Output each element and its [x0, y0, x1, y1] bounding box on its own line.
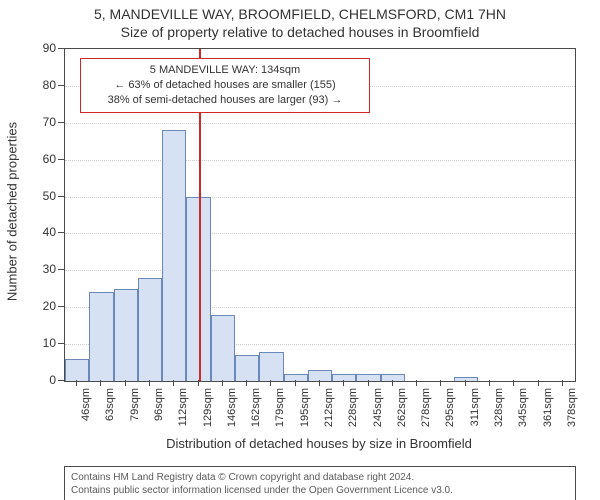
y-tick [58, 380, 64, 381]
x-tick [343, 380, 344, 386]
x-tick-label: 146sqm [226, 388, 238, 438]
x-tick-label: 162sqm [250, 388, 262, 438]
chart-container: 5, MANDEVILLE WAY, BROOMFIELD, CHELMSFOR… [0, 0, 600, 500]
x-tick [416, 380, 417, 386]
title-line-2: Size of property relative to detached ho… [0, 24, 600, 40]
x-tick [465, 380, 466, 386]
x-tick [149, 380, 150, 386]
histogram-bar [114, 289, 138, 381]
annotation-line-2: ← 63% of detached houses are smaller (15… [89, 78, 361, 93]
histogram-bar [381, 374, 405, 381]
x-tick-label: 79sqm [129, 388, 141, 438]
x-tick [76, 380, 77, 386]
histogram-bar [211, 315, 235, 381]
y-tick [58, 196, 64, 197]
x-tick-label: 311sqm [469, 388, 481, 438]
histogram-bar [89, 292, 113, 381]
x-tick-label: 96sqm [153, 388, 165, 438]
x-tick-label: 345sqm [517, 388, 529, 438]
y-tick-label: 90 [34, 41, 56, 55]
x-tick-label: 195sqm [299, 388, 311, 438]
title-block: 5, MANDEVILLE WAY, BROOMFIELD, CHELMSFOR… [0, 6, 600, 40]
x-tick-label: 295sqm [444, 388, 456, 438]
x-tick-label: 46sqm [80, 388, 92, 438]
x-tick [100, 380, 101, 386]
gridline [65, 233, 575, 234]
x-tick-label: 63sqm [104, 388, 116, 438]
y-tick-label: 30 [34, 262, 56, 276]
x-tick-label: 328sqm [493, 388, 505, 438]
y-tick-label: 20 [34, 299, 56, 313]
x-tick [222, 380, 223, 386]
histogram-bar [259, 352, 283, 382]
histogram-bar [235, 355, 259, 381]
x-tick [562, 380, 563, 386]
histogram-bar [332, 374, 356, 381]
x-tick-label: 212sqm [323, 388, 335, 438]
annotation-box: 5 MANDEVILLE WAY: 134sqm ← 63% of detach… [80, 58, 370, 113]
x-tick [173, 380, 174, 386]
x-tick [295, 380, 296, 386]
histogram-bar [65, 359, 89, 381]
footer-line-1: Contains HM Land Registry data © Crown c… [71, 471, 569, 484]
histogram-bar [138, 278, 162, 381]
y-tick [58, 122, 64, 123]
x-tick-label: 179sqm [274, 388, 286, 438]
x-tick-label: 278sqm [420, 388, 432, 438]
gridline [65, 197, 575, 198]
footer-box: Contains HM Land Registry data © Crown c… [64, 466, 576, 500]
x-tick [440, 380, 441, 386]
y-tick-label: 80 [34, 78, 56, 92]
x-tick [368, 380, 369, 386]
x-tick [513, 380, 514, 386]
y-axis-label: Number of detached properties [5, 112, 20, 312]
x-tick [319, 380, 320, 386]
histogram-bar [454, 377, 478, 381]
y-tick [58, 159, 64, 160]
gridline [65, 123, 575, 124]
x-tick-label: 112sqm [177, 388, 189, 438]
x-tick [198, 380, 199, 386]
x-tick-label: 245sqm [372, 388, 384, 438]
histogram-bar [162, 130, 186, 381]
y-tick [58, 85, 64, 86]
y-tick [58, 48, 64, 49]
x-tick-label: 262sqm [396, 388, 408, 438]
y-tick [58, 232, 64, 233]
x-tick-label: 228sqm [347, 388, 359, 438]
x-tick-label: 361sqm [542, 388, 554, 438]
x-tick [538, 380, 539, 386]
histogram-bar [284, 374, 308, 381]
footer-line-2: Contains public sector information licen… [71, 484, 569, 497]
y-tick-label: 0 [34, 373, 56, 387]
histogram-bar [356, 374, 380, 381]
gridline [65, 270, 575, 271]
title-line-1: 5, MANDEVILLE WAY, BROOMFIELD, CHELMSFOR… [0, 6, 600, 22]
x-tick [489, 380, 490, 386]
annotation-line-3: 38% of semi-detached houses are larger (… [89, 93, 361, 108]
x-tick [270, 380, 271, 386]
x-tick-label: 378sqm [566, 388, 578, 438]
y-tick-label: 50 [34, 189, 56, 203]
y-tick-label: 60 [34, 152, 56, 166]
x-tick-label: 129sqm [202, 388, 214, 438]
y-tick [58, 306, 64, 307]
y-tick-label: 70 [34, 115, 56, 129]
gridline [65, 160, 575, 161]
y-tick [58, 269, 64, 270]
x-axis-label: Distribution of detached houses by size … [64, 436, 574, 451]
x-tick [125, 380, 126, 386]
x-tick [246, 380, 247, 386]
annotation-line-1: 5 MANDEVILLE WAY: 134sqm [89, 63, 361, 78]
y-tick [58, 343, 64, 344]
y-tick-label: 10 [34, 336, 56, 350]
x-tick [392, 380, 393, 386]
y-tick-label: 40 [34, 225, 56, 239]
